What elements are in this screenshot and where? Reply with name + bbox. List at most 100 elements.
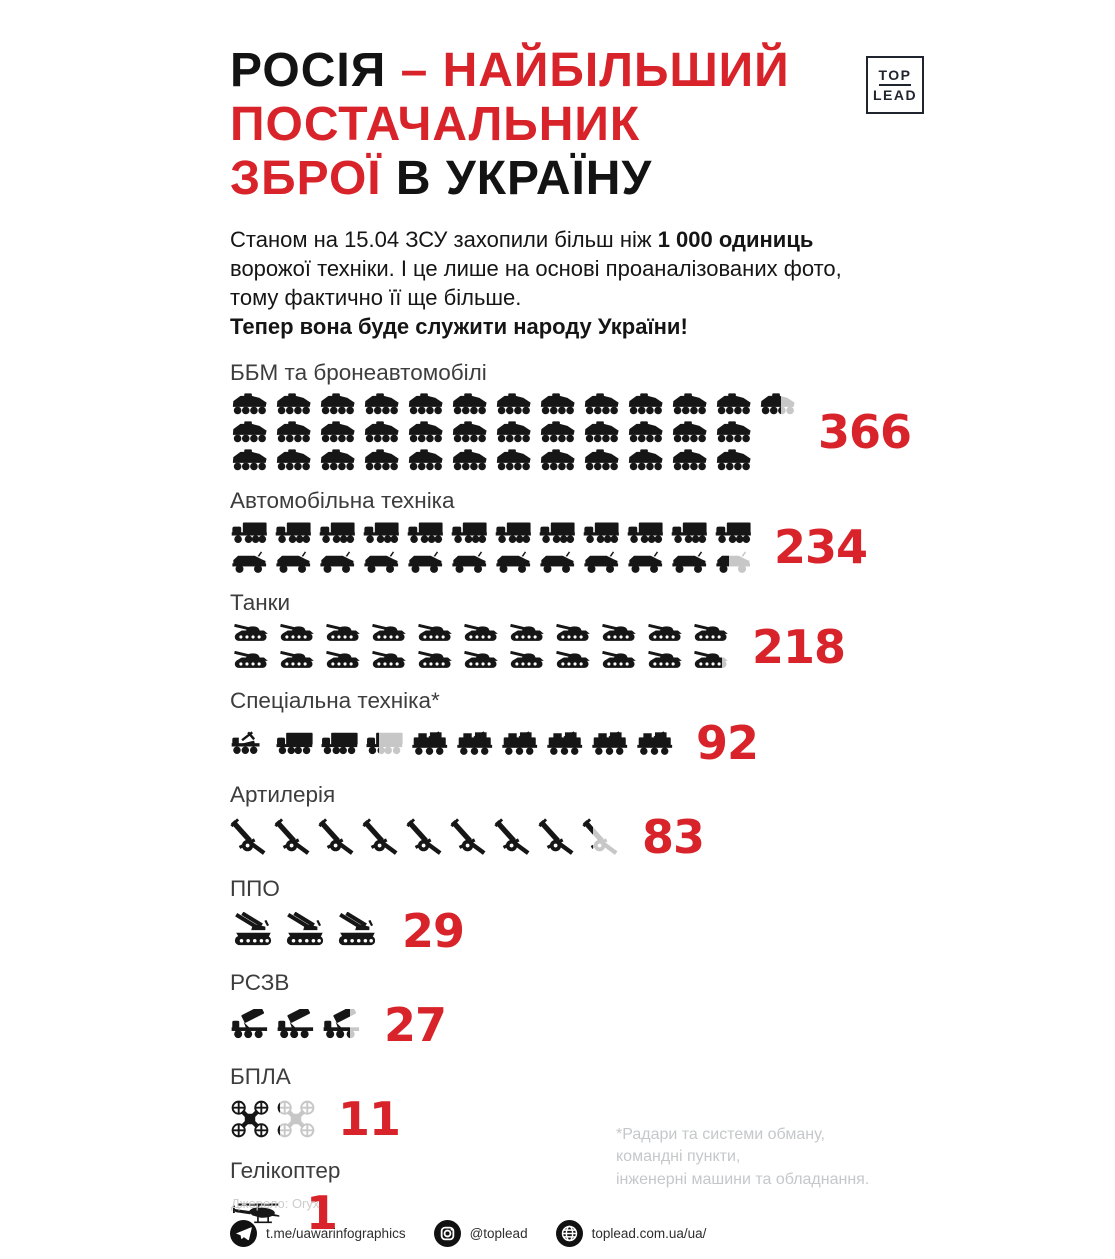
pictogram-icon-row bbox=[230, 392, 796, 416]
title-red-segment: – НАЙБІЛЬШИЙ bbox=[400, 44, 790, 97]
category-row-auto: Автомобільна техніка 234 bbox=[230, 487, 960, 574]
sam-icon bbox=[282, 912, 328, 950]
intro-text: Станом на 15.04 ЗСУ захопили більш ніж 1… bbox=[230, 225, 960, 341]
jeep-icon bbox=[670, 549, 708, 574]
toplead-logo-top: TOP bbox=[878, 67, 912, 84]
armytruck-icon bbox=[406, 520, 444, 545]
apc-icon bbox=[274, 420, 312, 444]
artillery-icon bbox=[494, 817, 532, 857]
toplead-logo-lead: LEAD bbox=[872, 86, 918, 103]
title-red-segment: ЗБРОЇ bbox=[230, 151, 396, 205]
apc-icon bbox=[582, 420, 620, 444]
category-label: Танки bbox=[230, 590, 291, 616]
toplead-logo: TOP LEAD bbox=[866, 56, 924, 114]
tank-icon bbox=[322, 622, 362, 645]
mlrs-icon bbox=[230, 1008, 270, 1042]
artillery-icon bbox=[406, 817, 444, 857]
category-value: 11 bbox=[338, 1092, 401, 1147]
tank-icon bbox=[690, 649, 730, 672]
apc-icon bbox=[318, 392, 356, 416]
artillery-icon bbox=[318, 817, 356, 857]
pictogram-icon-row bbox=[230, 912, 380, 950]
sam-icon bbox=[230, 912, 276, 950]
apc-icon bbox=[406, 448, 444, 472]
partial-fill bbox=[690, 649, 722, 672]
category-body: 11 bbox=[230, 1096, 960, 1142]
category-label: Автомобільна техніка bbox=[230, 488, 455, 514]
category-row-tanks: Танки 218 bbox=[230, 589, 960, 672]
partial-fill bbox=[582, 817, 594, 857]
category-body: 83 bbox=[230, 814, 960, 860]
tank-icon bbox=[414, 649, 454, 672]
pictogram-grid bbox=[230, 817, 620, 857]
tank-icon bbox=[230, 622, 270, 645]
armytruck-icon bbox=[450, 520, 488, 545]
category-body: 234 bbox=[230, 520, 960, 574]
category-value: 1 bbox=[306, 1186, 338, 1241]
apc-icon bbox=[582, 392, 620, 416]
apc-icon bbox=[450, 448, 488, 472]
intro-bold: 1 000 одиниць bbox=[657, 227, 814, 253]
partial-fill bbox=[758, 392, 781, 416]
armytruck-icon bbox=[230, 520, 268, 545]
apc-icon bbox=[714, 392, 752, 416]
jeep-icon bbox=[582, 549, 620, 574]
category-row-bbm: ББМ та бронеавтомобілі 366 bbox=[230, 359, 960, 472]
footnote: *Радари та системи обману, командні пунк… bbox=[616, 1124, 956, 1191]
tank-icon bbox=[460, 622, 500, 645]
intro-line: тому фактично її ще більше. bbox=[230, 285, 522, 311]
instagram-link[interactable]: @toplead bbox=[433, 1220, 528, 1247]
category-body: 92 bbox=[230, 720, 960, 766]
jeep-icon bbox=[274, 549, 312, 574]
pictogram-grid bbox=[230, 1201, 284, 1226]
pictogram-grid bbox=[230, 622, 730, 672]
website-link[interactable]: toplead.com.ua/ua/ bbox=[555, 1220, 707, 1247]
armytruck-icon bbox=[714, 520, 752, 545]
content-column: РОСІЯ – НАЙБІЛЬШИЙ ПОСТАЧАЛЬНИК ЗБРОЇ В УК… bbox=[230, 44, 960, 1251]
apc-icon bbox=[714, 420, 752, 444]
category-row-rszv: РСЗВ 27 bbox=[230, 969, 960, 1048]
jeep-icon bbox=[318, 549, 356, 574]
pictogram-icon-row bbox=[230, 549, 752, 574]
armytruck-icon bbox=[582, 520, 620, 545]
category-row-bpla: БПЛА 11 bbox=[230, 1063, 960, 1142]
category-body: 27 bbox=[230, 1002, 960, 1048]
tank-icon bbox=[276, 622, 316, 645]
drone-icon bbox=[230, 1099, 270, 1139]
apc-icon bbox=[274, 448, 312, 472]
radar-icon bbox=[500, 730, 539, 756]
armytruck-icon bbox=[274, 520, 312, 545]
apc-icon bbox=[538, 448, 576, 472]
apc-icon bbox=[362, 420, 400, 444]
apc-icon bbox=[670, 392, 708, 416]
telegram-link[interactable]: t.me/uawarinfographics bbox=[230, 1220, 406, 1247]
pictogram-icon-row bbox=[230, 1008, 362, 1042]
pictogram-icon-row bbox=[230, 730, 674, 756]
category-value: 29 bbox=[402, 904, 465, 959]
radar-icon bbox=[545, 730, 584, 756]
category-row-special: Спеціальна техніка* 92 bbox=[230, 687, 960, 766]
telegram-link-label: t.me/uawarinfographics bbox=[266, 1226, 406, 1241]
telegram-icon bbox=[230, 1220, 257, 1247]
category-label: Артилерія bbox=[230, 782, 336, 808]
drone-icon bbox=[276, 1099, 316, 1139]
armytruck-icon bbox=[494, 520, 532, 545]
category-value: 218 bbox=[752, 620, 846, 675]
pictogram-grid bbox=[230, 912, 380, 950]
apc-icon bbox=[538, 392, 576, 416]
apc-icon bbox=[758, 392, 796, 416]
apc-icon bbox=[318, 420, 356, 444]
category-row-artillery: Артилерія 83 bbox=[230, 781, 960, 860]
website-link-label: toplead.com.ua/ua/ bbox=[591, 1226, 707, 1241]
pictogram-grid bbox=[230, 392, 796, 472]
footnote-line: командні пункти, bbox=[616, 1148, 741, 1166]
category-value: 92 bbox=[696, 716, 759, 771]
armytruck-icon bbox=[318, 520, 356, 545]
category-value: 83 bbox=[642, 810, 705, 865]
source-label: Джерело: Oryx bbox=[231, 1196, 320, 1211]
tank-icon bbox=[506, 649, 546, 672]
tank-icon bbox=[460, 649, 500, 672]
title-black-segment: В УКРАЇНУ bbox=[395, 151, 653, 205]
partial-fill bbox=[322, 1008, 350, 1042]
category-value: 234 bbox=[774, 520, 868, 575]
